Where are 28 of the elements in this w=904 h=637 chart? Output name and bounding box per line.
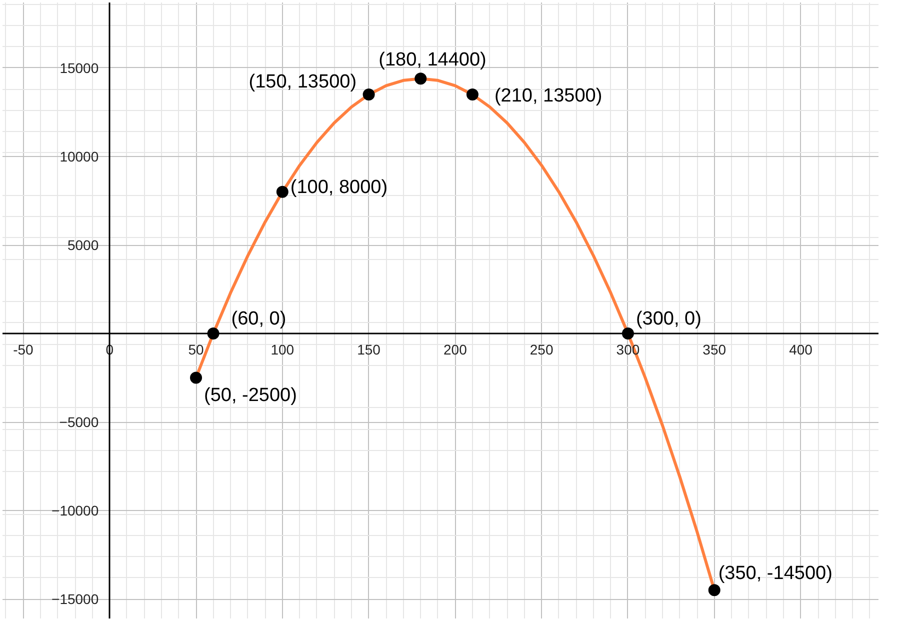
y-tick-label: 10000 [60,148,99,164]
y-tick-label: 5000 [67,237,99,254]
point [708,584,720,596]
data-label: (210, 13500) [494,86,602,107]
point [190,372,202,384]
x-tick-label: -50 [13,342,34,358]
data-label: (100, 8000) [290,176,388,198]
y-tick-label: −15000 [52,591,99,608]
data-label: (150, 13500) [248,72,357,93]
x-tick-label: 50 [188,342,204,358]
x-tick-label: 100 [270,342,294,358]
data-label: (350, -14500) [718,563,832,584]
point [276,186,288,198]
y-tick-label: −10000 [52,502,99,519]
x-tick-label: 200 [444,342,468,358]
data-label: (60, 0) [231,308,286,330]
data-label: (50, -2500) [204,384,297,406]
x-tick-label: 350 [702,342,726,358]
y-tick-label: −5000 [59,414,99,430]
x-tick-label: 400 [789,342,813,358]
y-tick-label: 15000 [60,60,99,76]
x-tick-label: 150 [357,342,381,358]
point [414,72,427,85]
x-tick-label: 250 [530,342,554,358]
point [466,88,478,101]
point [362,88,375,101]
data-label: (180, 14400) [378,50,486,71]
data-label: (300, 0) [636,308,702,330]
